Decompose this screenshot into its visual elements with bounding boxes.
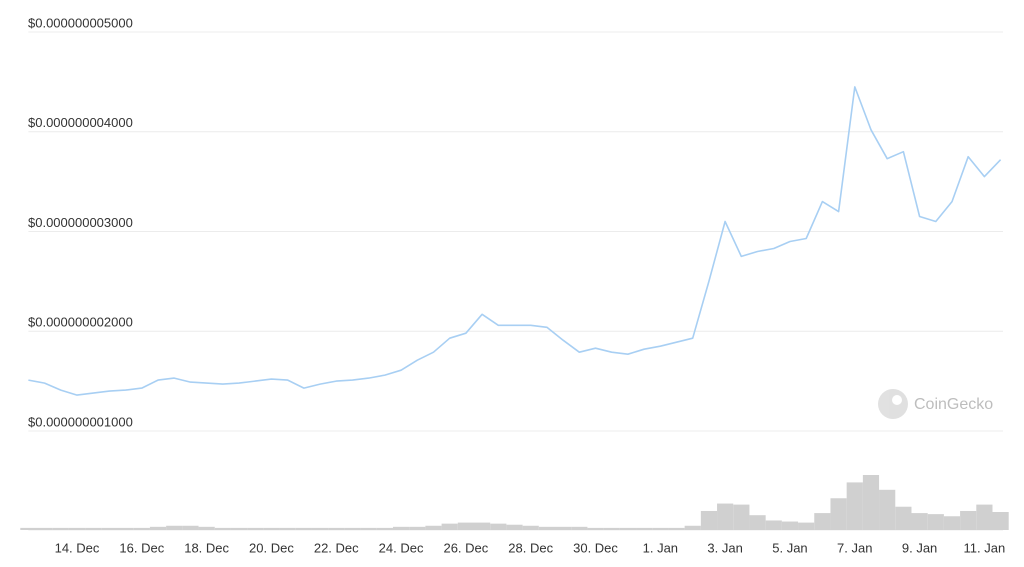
volume-bar — [943, 516, 961, 530]
volume-bar — [862, 475, 880, 530]
volume-bar — [85, 527, 102, 530]
volume-bar — [619, 527, 637, 530]
volume-bar — [700, 510, 718, 530]
volume-bar — [814, 513, 831, 530]
volume-bar — [441, 523, 458, 530]
plot: $0.000000001000 $0.000000002000 $0.0000000… — [20, 15, 1009, 555]
volume-bar — [295, 527, 312, 530]
volume-bar — [555, 526, 572, 530]
volume-bar — [765, 520, 782, 530]
volume-bar — [798, 522, 815, 530]
volume-bar — [749, 515, 766, 530]
x-tick-label: 26. Dec — [443, 540, 488, 555]
price-line — [28, 86, 1002, 396]
volume-bar — [781, 521, 799, 530]
volume-bar — [166, 525, 183, 530]
volume-bar — [247, 527, 264, 530]
volume-bar — [960, 510, 977, 530]
volume-bar — [101, 527, 118, 530]
x-tick-label: 9. Jan — [902, 540, 937, 555]
volume-bar — [52, 527, 69, 530]
volume-bar — [684, 525, 701, 530]
volume-bar — [992, 512, 1009, 530]
x-tick-label: 14. Dec — [55, 540, 100, 555]
y-tick-label: $0.000000004000 — [28, 115, 133, 130]
volume-bar — [198, 526, 215, 530]
volume-bar — [344, 527, 361, 530]
x-tick-label: 7. Jan — [837, 540, 872, 555]
watermark-logo-eye — [892, 395, 902, 405]
volume-bar — [392, 526, 410, 530]
y-tick-label: $0.000000005000 — [28, 15, 133, 30]
volume-bar — [538, 526, 556, 530]
volume-bar — [733, 504, 750, 530]
x-tick-label: 24. Dec — [379, 540, 424, 555]
volume-bar — [895, 506, 912, 530]
volume-bar — [376, 527, 393, 530]
volume-bar — [20, 527, 37, 530]
volume-bar — [506, 524, 523, 530]
volume-bar — [652, 527, 669, 530]
y-tick-label: $0.000000001000 — [28, 414, 133, 429]
watermark-text: CoinGecko — [914, 396, 993, 413]
x-tick-label: 28. Dec — [508, 540, 553, 555]
x-tick-label: 30. Dec — [573, 540, 618, 555]
volume-bar — [636, 527, 653, 530]
volume-bar — [133, 527, 150, 530]
watermark-logo — [878, 389, 908, 419]
x-tick-label: 11. Jan — [964, 540, 1006, 555]
volume-bar — [263, 527, 280, 530]
volume-bar — [279, 527, 296, 530]
volume-bar — [830, 498, 847, 530]
y-tick-label: $0.000000002000 — [28, 315, 133, 330]
volume-bar — [360, 527, 377, 530]
volume-bar — [409, 526, 426, 530]
volume-bar — [603, 527, 620, 530]
x-tick-label: 5. Jan — [772, 540, 807, 555]
volume-bar — [182, 525, 199, 530]
x-tick-label: 22. Dec — [314, 540, 359, 555]
x-tick-label: 3. Jan — [707, 540, 742, 555]
volume-bar — [457, 522, 474, 530]
volume-bar — [846, 482, 863, 530]
volume-bar — [214, 527, 231, 530]
x-tick-label: 16. Dec — [119, 540, 164, 555]
volume-bar — [230, 527, 248, 530]
volume-bar — [571, 526, 588, 530]
volume-bar — [149, 526, 167, 530]
watermark: CoinGecko — [878, 389, 993, 419]
volume-bar — [328, 527, 345, 530]
volume-bar — [717, 503, 734, 530]
x-tick-label: 1. Jan — [643, 540, 678, 555]
volume-bar — [587, 527, 604, 530]
x-tick-label: 20. Dec — [249, 540, 294, 555]
volume-bar — [425, 525, 442, 530]
volume-bar — [473, 522, 491, 530]
volume-bar — [976, 504, 993, 530]
volume-bar — [311, 527, 329, 530]
volume-bar — [927, 514, 944, 530]
y-tick-label: $0.000000003000 — [28, 215, 133, 230]
volume-bar — [68, 527, 86, 530]
x-tick-label: 18. Dec — [184, 540, 229, 555]
volume-bar — [490, 523, 507, 530]
volume-bar — [668, 527, 685, 530]
volume-bar — [911, 513, 928, 530]
volume-bar — [117, 527, 134, 530]
volume-bar — [879, 489, 896, 530]
volume-bar — [36, 527, 53, 530]
volume-bar — [522, 525, 539, 530]
